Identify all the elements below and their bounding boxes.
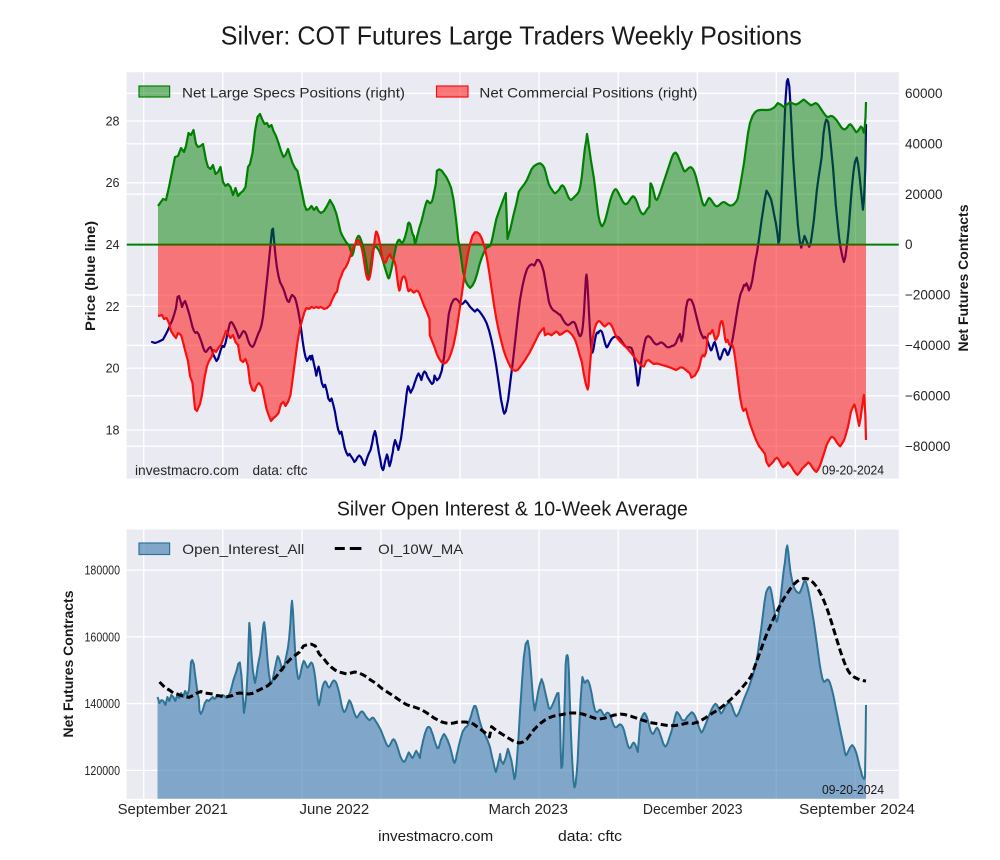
svg-text:data: cftc: data: cftc (558, 828, 623, 845)
svg-text:September 2021: September 2021 (118, 801, 228, 818)
svg-text:−20000: −20000 (905, 288, 950, 303)
svg-text:Net Futures Contracts: Net Futures Contracts (955, 204, 971, 351)
svg-text:180000: 180000 (85, 564, 121, 578)
svg-text:September 2024: September 2024 (799, 801, 915, 818)
svg-text:investmacro.com: investmacro.com (135, 462, 239, 478)
svg-text:160000: 160000 (85, 630, 121, 644)
svg-text:09-20-2024: 09-20-2024 (822, 464, 884, 478)
svg-text:Silver: COT Futures Large Trad: Silver: COT Futures Large Traders Weekly… (221, 20, 802, 50)
svg-text:20000: 20000 (905, 187, 943, 202)
svg-text:−60000: −60000 (905, 388, 950, 403)
svg-text:Net Commercial Positions (righ: Net Commercial Positions (right) (479, 84, 697, 100)
svg-text:140000: 140000 (85, 697, 121, 711)
svg-text:26: 26 (106, 176, 120, 190)
svg-text:June 2022: June 2022 (300, 801, 370, 818)
svg-text:Open_Interest_All: Open_Interest_All (182, 541, 304, 557)
svg-text:0: 0 (905, 237, 913, 252)
svg-text:60000: 60000 (905, 86, 943, 101)
svg-text:24: 24 (106, 238, 120, 252)
svg-text:March 2023: March 2023 (489, 801, 569, 818)
svg-text:investmacro.com: investmacro.com (378, 828, 493, 845)
svg-text:Price (blue line): Price (blue line) (82, 221, 98, 331)
svg-text:December 2023: December 2023 (643, 801, 743, 818)
svg-text:−80000: −80000 (905, 439, 950, 454)
svg-text:18: 18 (106, 423, 120, 437)
svg-text:40000: 40000 (905, 136, 943, 151)
svg-text:28: 28 (106, 114, 120, 128)
svg-text:Silver Open Interest & 10-Week: Silver Open Interest & 10-Week Average (337, 499, 688, 521)
svg-text:120000: 120000 (85, 764, 121, 778)
svg-text:22: 22 (106, 300, 120, 314)
svg-text:data: cftc: data: cftc (253, 462, 308, 478)
svg-text:20: 20 (106, 362, 120, 376)
svg-text:Net Futures Contracts: Net Futures Contracts (60, 590, 76, 737)
svg-text:Net Large Specs Positions (rig: Net Large Specs Positions (right) (182, 84, 405, 100)
svg-text:OI_10W_MA: OI_10W_MA (378, 541, 464, 557)
svg-text:−40000: −40000 (905, 338, 950, 353)
svg-text:09-20-2024: 09-20-2024 (822, 783, 884, 797)
